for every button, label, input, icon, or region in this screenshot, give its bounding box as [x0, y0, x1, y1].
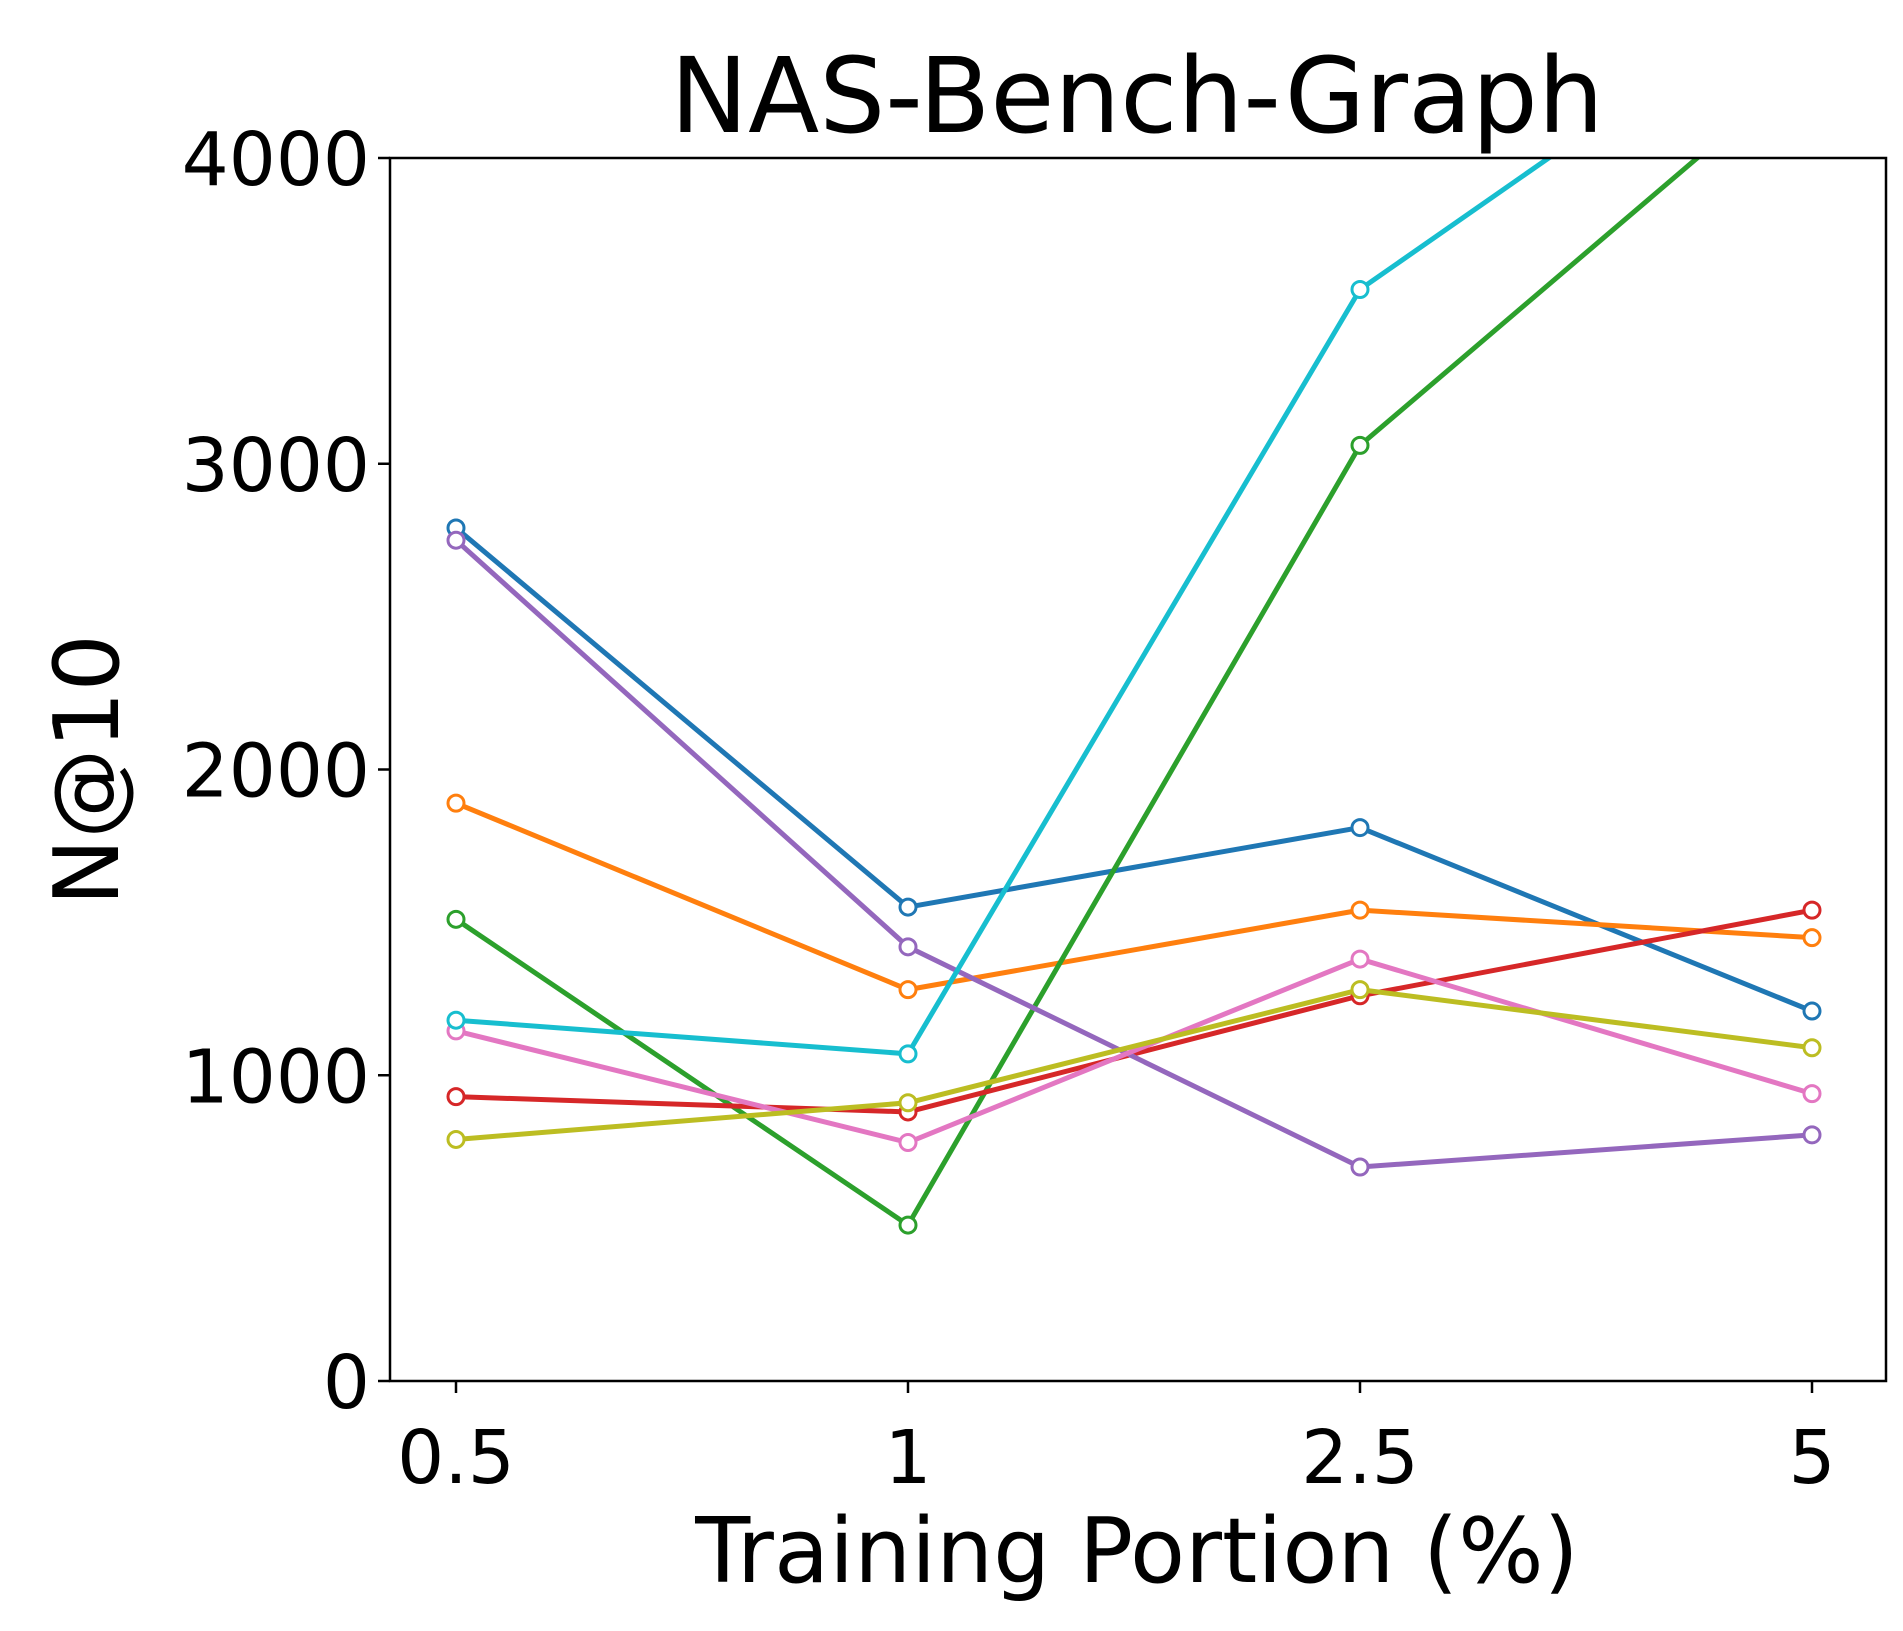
series-orange-line — [453, 800, 1815, 993]
series-red-point — [1802, 900, 1822, 920]
series-orange — [446, 793, 1822, 1000]
y-tick-label: 4000 — [182, 117, 370, 203]
series-olive-point — [898, 1093, 918, 1113]
series-purple-point — [1802, 1125, 1822, 1145]
series-orange-point — [898, 980, 918, 1000]
y-tick-label: 1000 — [182, 1034, 370, 1120]
series-blue-point — [1350, 818, 1370, 838]
series-red — [446, 900, 1822, 1122]
y-tick-label: 3000 — [182, 423, 370, 509]
series-pink-point — [1350, 949, 1370, 969]
axis-ticks: 0 1000 2000 3000 4000 0.5 1 2.5 5 — [182, 117, 1836, 1501]
series-purple — [446, 530, 1822, 1177]
series-blue-point — [898, 897, 918, 917]
x-tick-label: 0.5 — [397, 1415, 515, 1501]
series-blue — [446, 518, 1822, 1021]
series-orange-point — [1350, 900, 1370, 920]
series-purple-point — [1350, 1157, 1370, 1177]
x-axis-label: Training Portion (%) — [694, 1499, 1579, 1604]
series-green-point — [446, 909, 466, 929]
x-tick-label: 1 — [884, 1415, 931, 1501]
series-blue-point — [1802, 1001, 1822, 1021]
series-layer — [446, 52, 1822, 1235]
series-green-line — [453, 158, 1702, 1228]
series-green-point — [898, 1215, 918, 1235]
series-olive-point — [446, 1129, 466, 1149]
x-tick-label: 2.5 — [1301, 1415, 1419, 1501]
series-olive — [446, 980, 1822, 1149]
series-cyan — [446, 158, 1554, 1064]
series-purple-point — [898, 937, 918, 957]
y-axis-label: N@10 — [35, 634, 140, 906]
series-purple-point — [446, 530, 466, 550]
series-pink-point — [1802, 1084, 1822, 1104]
series-orange-point — [446, 793, 466, 813]
series-pink-line — [453, 956, 1815, 1146]
series-green-point — [1804, 52, 1820, 68]
series-red-line — [453, 907, 1815, 1115]
series-pink-point — [898, 1133, 918, 1153]
y-tick-label: 0 — [323, 1340, 370, 1426]
series-orange-point — [1802, 928, 1822, 948]
chart-title: NAS-Bench-Graph — [670, 35, 1603, 157]
series-cyan-point — [1350, 279, 1370, 299]
series-blue-line — [453, 525, 1815, 1014]
y-tick-label: 2000 — [182, 729, 370, 815]
series-green-point — [1350, 435, 1370, 455]
series-purple-line — [453, 537, 1815, 1170]
series-cyan-point — [898, 1044, 918, 1064]
series-olive-point — [1802, 1038, 1822, 1058]
series-green — [446, 52, 1820, 1235]
series-olive-point — [1350, 980, 1370, 1000]
series-red-point — [446, 1087, 466, 1107]
plot-frame — [388, 156, 1888, 1383]
x-tick-label: 5 — [1788, 1415, 1835, 1501]
series-cyan-point — [446, 1010, 466, 1030]
series-olive-line — [453, 987, 1815, 1142]
series-cyan-line — [453, 158, 1554, 1057]
